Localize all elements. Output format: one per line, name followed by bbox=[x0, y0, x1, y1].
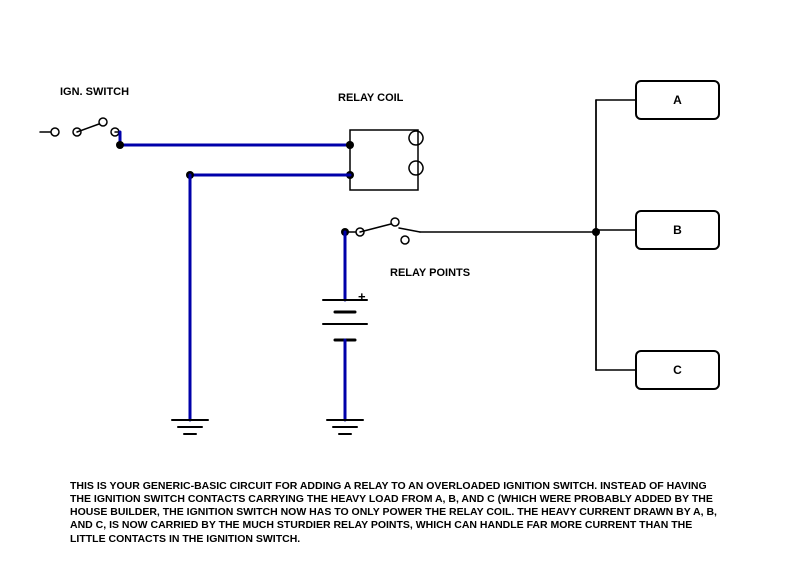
label-ign-switch: IGN. SWITCH bbox=[60, 86, 129, 98]
label-relay-coil: RELAY COIL bbox=[338, 92, 403, 104]
label-plus: + bbox=[358, 289, 366, 304]
load-c-label: C bbox=[673, 363, 682, 377]
load-box-c: C bbox=[635, 350, 720, 390]
caption-text: THIS IS YOUR GENERIC-BASIC CIRCUIT FOR A… bbox=[70, 480, 730, 546]
load-box-a: A bbox=[635, 80, 720, 120]
load-box-b: B bbox=[635, 210, 720, 250]
label-relay-points: RELAY POINTS bbox=[390, 267, 470, 279]
load-a-label: A bbox=[673, 93, 682, 107]
load-b-label: B bbox=[673, 223, 682, 237]
